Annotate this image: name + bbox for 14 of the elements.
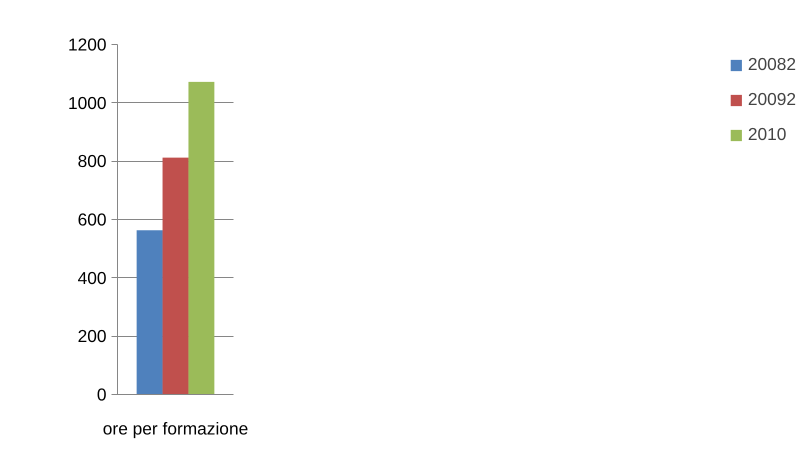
bar xyxy=(162,158,188,394)
bar xyxy=(188,82,214,394)
y-tick-label: 400 xyxy=(78,268,107,288)
y-tick-label: 0 xyxy=(96,384,107,404)
legend-label: 20092 xyxy=(748,89,796,110)
legend-label: 20082 xyxy=(748,54,796,75)
bar xyxy=(136,230,163,394)
y-tick-label: 200 xyxy=(78,326,107,346)
y-tick-label: 600 xyxy=(78,210,107,230)
y-tick-label: 1200 xyxy=(68,34,107,54)
x-tick-label: ore per formazione xyxy=(102,418,248,438)
legend-label: 2010 xyxy=(748,124,786,145)
y-tick-label: 800 xyxy=(78,151,107,172)
y-tick-label: 1000 xyxy=(68,92,107,113)
